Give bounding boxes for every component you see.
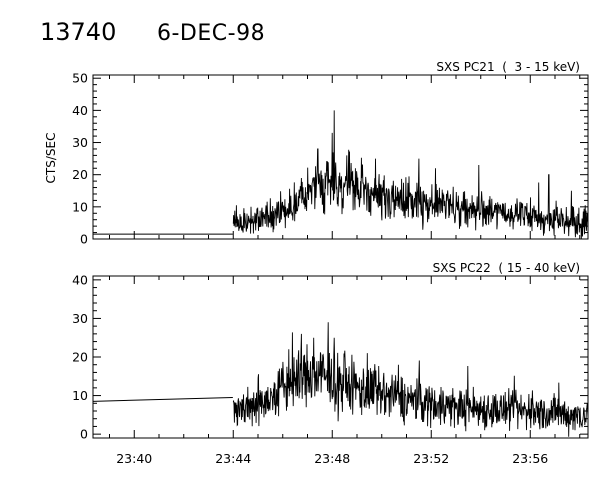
series-line	[232, 110, 589, 239]
x-tick-label: 23:52	[413, 451, 449, 466]
observation-date: 6-DEC-98	[157, 21, 265, 46]
x-tick-label: 23:48	[314, 451, 350, 466]
y-tick-label: 0	[80, 232, 88, 247]
chart-pc22: SXS PC22 ( 15 - 40 keV) 0 10 20 30 40 23:40 23…	[72, 261, 589, 466]
y-tick-label: 30	[72, 311, 88, 326]
x-tick-label: 23:56	[512, 451, 548, 466]
x-tick-label: 23:44	[215, 451, 251, 466]
series-baseline-segment	[92, 397, 233, 402]
chart-pc22-title: SXS PC22 ( 15 - 40 keV)	[433, 261, 580, 275]
y-tick-label: 30	[72, 135, 88, 150]
chart-pc21-title: SXS PC21 ( 3 - 15 keV)	[436, 60, 580, 74]
y-tick-label: 20	[72, 167, 88, 182]
chart-pc21-ylabel: CTS/SEC	[44, 133, 58, 184]
y-tick-label: 40	[72, 103, 88, 118]
chart-pc21: SXS PC21 ( 3 - 15 keV) CTS/SEC 0 10 20 30 40…	[44, 60, 589, 247]
chart-pc21-frame	[92, 74, 589, 240]
y-tick-label: 20	[72, 350, 88, 365]
y-tick-label: 10	[72, 388, 88, 403]
series-line	[232, 322, 589, 437]
x-tick-label: 23:40	[116, 451, 152, 466]
y-tick-label: 0	[80, 427, 88, 442]
y-tick-label: 50	[72, 71, 88, 86]
y-tick-label: 40	[72, 272, 88, 287]
y-tick-label: 10	[72, 199, 88, 214]
observation-id: 13740	[40, 18, 116, 46]
